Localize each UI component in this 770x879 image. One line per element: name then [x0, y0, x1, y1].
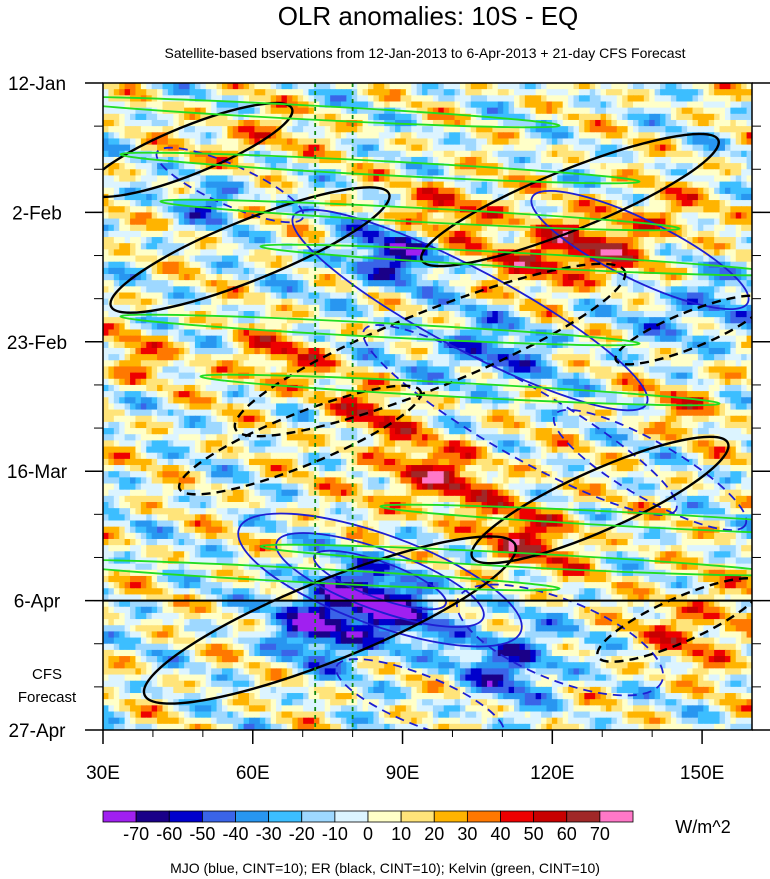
olr-anomaly-field: [103, 83, 752, 730]
colorbar-box-3: [201, 810, 236, 823]
x-tick-label-0: 30E: [86, 763, 120, 784]
er-contour-3: [470, 435, 730, 565]
colorbar-box-12: [500, 810, 535, 823]
kelvin-contour-3: [259, 243, 752, 277]
kelvin-contour-7: [259, 543, 752, 577]
kelvin-contour-5: [199, 373, 721, 407]
colorbar-label-4: -30: [256, 824, 282, 844]
colorbar-box-15: [599, 810, 634, 823]
y-tick-label-0: 12-Jan: [8, 74, 66, 95]
mjo-contour-5: [362, 324, 678, 516]
colorbar-box-8: [367, 810, 402, 823]
y-tick-label-2: 23-Feb: [7, 333, 67, 354]
kelvin-contour-4: [119, 313, 641, 347]
contour-legend-note: MJO (blue, CINT=10); ER (black, CINT=10)…: [170, 860, 600, 876]
y-axis: 12-Jan 2-Feb 23-Feb 16-Mar 6-Apr 27-Apr: [7, 74, 770, 742]
y-tick-label-3: 16-Mar: [7, 462, 68, 483]
kelvin-contour-6: [103, 558, 561, 592]
colorbar: -70 -60 -50 -40 -30 -20 -10 0 10 20 30 40 50 60 70: [102, 810, 634, 844]
colorbar-box-5: [268, 810, 303, 823]
er-contour-4: [103, 101, 294, 199]
colorbar-box-0: [102, 810, 137, 823]
mjo-contour-2: [313, 549, 447, 611]
wave-filtered-contours: [103, 95, 752, 730]
er-contour-0: [109, 186, 391, 314]
colorbar-label-12: 50: [524, 824, 544, 844]
kelvin-contour-8: [379, 503, 752, 537]
colorbar-box-7: [334, 810, 369, 823]
forecast-label-line1: CFS: [32, 666, 62, 683]
x-tick-label-4: 150E: [680, 763, 724, 784]
kelvin-contour-1: [119, 151, 641, 185]
colorbar-label-0: -70: [123, 824, 149, 844]
kelvin-contour-2: [159, 198, 681, 232]
mjo-contour-1: [275, 532, 485, 628]
x-tick-label-3: 120E: [530, 763, 574, 784]
colorbar-label-2: -50: [189, 824, 215, 844]
forecast-label-line2: Forecast: [18, 689, 77, 706]
er-contour-8: [614, 294, 752, 366]
colorbar-label-5: -20: [289, 824, 315, 844]
colorbar-box-6: [301, 810, 336, 823]
mjo-contour-6: [530, 189, 750, 311]
colorbar-box-1: [135, 810, 170, 823]
colorbar-label-14: 70: [590, 824, 610, 844]
er-contour-7: [177, 384, 423, 496]
mjo-contour-0: [237, 512, 523, 648]
mjo-contour-3: [456, 583, 664, 697]
x-tick-label-2: 90E: [386, 763, 420, 784]
kelvin-contour-0: [103, 95, 561, 129]
plot-frame: [102, 82, 753, 731]
colorbar-box-13: [533, 810, 568, 823]
colorbar-box-2: [168, 810, 203, 823]
colorbar-box-14: [566, 810, 601, 823]
colorbar-label-1: -60: [156, 824, 182, 844]
colorbar-box-10: [433, 810, 468, 823]
y-tick-label-5: 27-Apr: [8, 721, 66, 742]
x-tick-label-1: 60E: [236, 763, 270, 784]
mjo-contour-9: [552, 408, 748, 532]
colorbar-label-9: 20: [424, 824, 444, 844]
colorbar-label-8: 10: [391, 824, 411, 844]
y-tick-label-4: 6-Apr: [14, 592, 61, 613]
chart-subtitle: Satellite-based bservations from 12-Jan-…: [165, 45, 686, 61]
y-tick-label-1: 2-Feb: [12, 203, 62, 224]
colorbar-label-10: 30: [457, 824, 477, 844]
colorbar-label-13: 60: [557, 824, 577, 844]
colorbar-label-7: 0: [363, 824, 373, 844]
mjo-contour-7: [335, 658, 505, 730]
colorbar-label-3: -40: [222, 824, 248, 844]
colorbar-label-11: 40: [490, 824, 510, 844]
colorbar-box-4: [235, 810, 270, 823]
colorbar-unit: W/m^2: [675, 817, 730, 837]
colorbar-box-11: [466, 810, 501, 823]
chart-title: OLR anomalies: 10S - EQ: [278, 1, 579, 31]
colorbar-box-9: [400, 810, 435, 823]
x-axis: 30E 60E 90E 120E 150E: [86, 730, 724, 784]
reference-longitude-lines: [314, 83, 354, 730]
colorbar-label-6: -10: [322, 824, 348, 844]
